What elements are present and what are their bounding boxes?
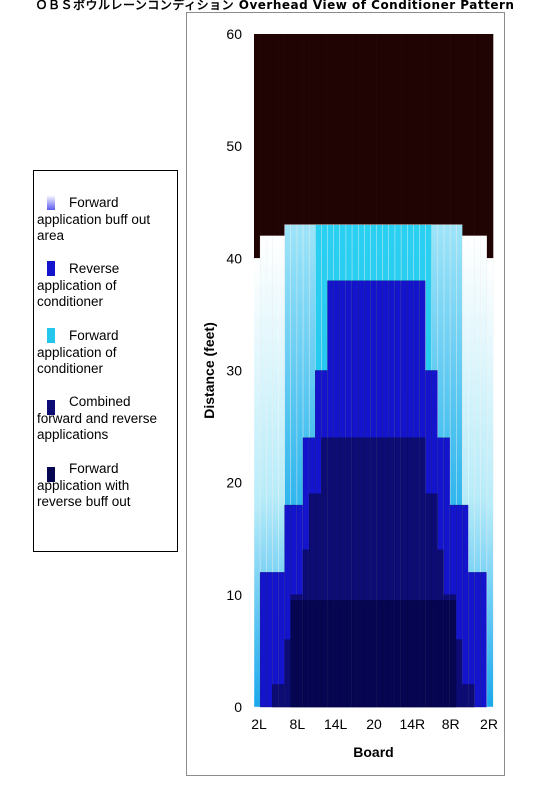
reverse-buff-bar — [382, 600, 390, 708]
reverse-buff-bar — [376, 600, 383, 708]
legend-label: Forward application of conditioner — [37, 328, 119, 376]
reverse-buff-bar — [413, 600, 420, 708]
chart-title: ＯＢＳボウルレーンコンディション Overhead View of Condit… — [35, 0, 515, 12]
reverse-buff-bar — [407, 600, 414, 708]
reverse-buff-bar — [290, 600, 298, 708]
y-tick-label: 40 — [226, 250, 242, 266]
reverse-buff-bar — [333, 600, 340, 708]
x-tick-label: 8L — [290, 716, 306, 732]
legend-label: Forward application buff out area — [37, 195, 151, 243]
legend-swatch-forward — [47, 328, 55, 343]
forward-bar — [253, 258, 261, 708]
x-tick-label: 8R — [442, 716, 460, 732]
reverse-buff-bar — [308, 600, 316, 708]
legend: Forward application buff out area Revers… — [33, 170, 178, 552]
y-tick-label: 0 — [234, 699, 242, 715]
reverse-buff-bar — [431, 600, 439, 708]
combined-bar — [278, 684, 285, 708]
reverse-buff-bar — [351, 600, 359, 708]
reverse-buff-bar — [425, 600, 432, 708]
reverse-bar — [480, 572, 488, 708]
y-tick-label: 30 — [226, 363, 242, 379]
y-axis-title: Distance (feet) — [201, 322, 217, 418]
reverse-buff-bar — [327, 600, 334, 708]
reverse-buff-bar — [394, 600, 402, 708]
reverse-buff-bar — [296, 600, 304, 708]
reverse-buff-bar — [357, 600, 365, 708]
legend-label: Reverse application of conditioner — [37, 261, 120, 309]
reverse-buff-bar — [370, 600, 377, 708]
legend-swatch-reverse-buff — [47, 467, 55, 482]
x-tick-label: 2L — [251, 716, 267, 732]
x-axis-title: Board — [353, 744, 393, 760]
reverse-buff-bar — [388, 600, 396, 708]
reverse-buff-bar — [443, 600, 451, 708]
combined-bar — [456, 639, 463, 708]
reverse-buff-bar — [364, 600, 371, 708]
y-tick-label: 60 — [226, 26, 242, 42]
reverse-buff-bar — [419, 600, 426, 708]
reverse-bar — [474, 572, 481, 708]
y-tick-label: 50 — [226, 138, 242, 154]
y-tick-label: 20 — [226, 475, 242, 491]
combined-bar — [468, 684, 475, 708]
legend-swatch-combined — [47, 400, 55, 415]
x-tick-label: 2R — [480, 716, 498, 732]
forward-bar — [486, 258, 494, 708]
reverse-bar — [462, 504, 469, 708]
y-tick-label: 10 — [226, 587, 242, 603]
combined-bar — [284, 639, 291, 708]
x-tick-label: 20 — [366, 716, 382, 732]
reverse-buff-bar — [449, 600, 457, 708]
legend-swatch-reverse — [47, 261, 55, 276]
reverse-buff-bar — [321, 600, 328, 708]
reverse-buff-bar — [302, 600, 310, 708]
legend-label: Forward application with reverse buff ou… — [37, 461, 131, 509]
chart-axes: 0 10 20 30 40 50 60 2L 8L 14L 20 14R 8R 2R Board Distan… — [201, 26, 498, 760]
reverse-bar — [266, 572, 273, 708]
x-tick-label: 14L — [324, 716, 348, 732]
combined-bar — [462, 684, 469, 708]
legend-swatch-buff-out — [47, 195, 55, 210]
reverse-buff-bar — [437, 600, 445, 708]
legend-label: Combined forward and reverse application… — [37, 394, 158, 442]
reverse-buff-bar — [345, 600, 353, 708]
combined-bar — [272, 684, 279, 708]
reverse-buff-bar — [339, 600, 347, 708]
reverse-buff-bar — [400, 600, 408, 708]
chart-bars — [253, 34, 494, 708]
reverse-buff-bar — [315, 600, 322, 708]
x-tick-label: 14R — [399, 716, 425, 732]
reverse-bar — [259, 572, 267, 708]
